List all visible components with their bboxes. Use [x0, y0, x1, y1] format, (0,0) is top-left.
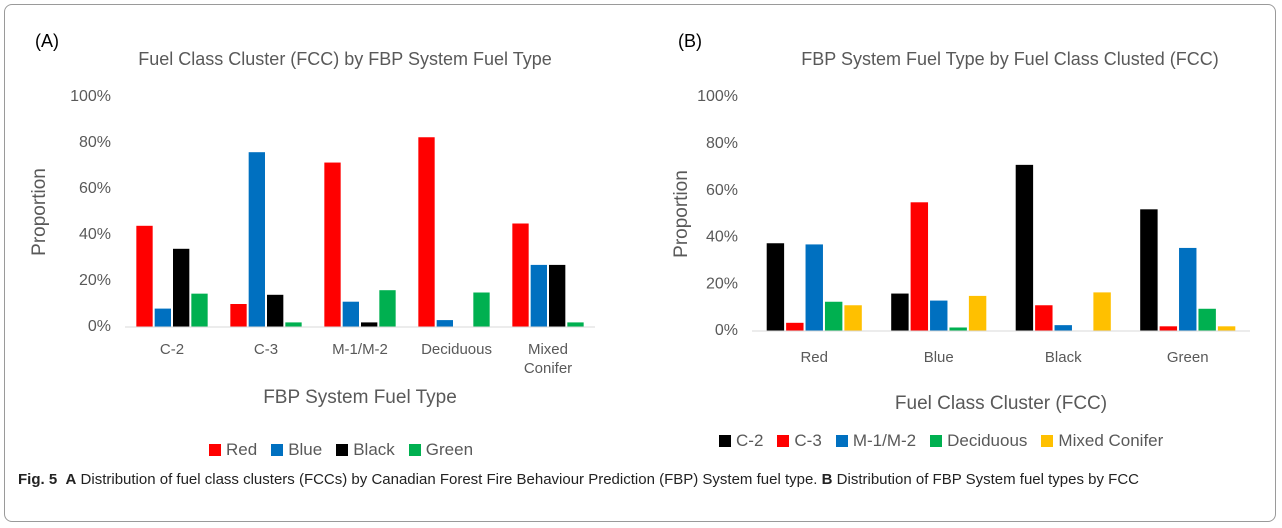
bar: [285, 322, 302, 327]
legend-swatch: [408, 444, 421, 456]
bar: [910, 202, 929, 331]
legend-swatch: [1041, 435, 1054, 447]
y-tick-label: 0%: [715, 322, 738, 339]
bar: [844, 305, 862, 331]
bar: [230, 304, 247, 327]
legend-swatch: [835, 435, 848, 447]
legend-swatch: [209, 444, 221, 456]
bar: [342, 301, 359, 327]
legend-label: Red: [226, 440, 258, 459]
y-axis-title: Proportion: [671, 170, 692, 258]
x-tick-label: Green: [1166, 349, 1209, 366]
y-tick-label: 100%: [70, 88, 111, 105]
bar: [891, 293, 909, 331]
bar: [248, 152, 265, 327]
bar: [361, 322, 378, 327]
bar: [930, 300, 948, 331]
bar: [1159, 326, 1178, 331]
y-tick-label: 0%: [88, 318, 111, 335]
bar: [1093, 292, 1111, 331]
caption-b-label: B: [821, 471, 833, 488]
caption-label: Fig. 5: [18, 471, 58, 488]
bar: [267, 294, 284, 327]
bar: [1035, 305, 1053, 331]
bar: [512, 223, 529, 327]
bar: [530, 264, 547, 327]
caption-a-label: A: [65, 471, 77, 488]
bar: [1179, 247, 1197, 331]
x-axis-title: Fuel Class Cluster (FCC): [895, 393, 1107, 414]
bar: [436, 320, 453, 327]
bar: [549, 264, 566, 327]
x-tick-label: C-2: [159, 341, 185, 358]
legend-label: Mixed Conifer: [1058, 431, 1164, 450]
legend-label: Blue: [288, 440, 323, 459]
legend-label: Green: [425, 440, 474, 459]
legend-label: Black: [353, 440, 395, 459]
y-tick-label: 20%: [706, 275, 738, 292]
bar: [949, 327, 967, 331]
legend-label: C-2: [736, 431, 764, 450]
x-axis-title: FBP System Fuel Type: [263, 387, 457, 408]
caption-a-text: Distribution of fuel class clusters (FCC…: [80, 471, 818, 488]
figure-frame: [4, 4, 1276, 522]
panel-label: (A): [35, 31, 59, 51]
bar: [1217, 326, 1236, 331]
chart-title: Fuel Class Cluster (FCC) by FBP System F…: [138, 49, 551, 69]
bar: [824, 301, 843, 331]
y-tick-label: 20%: [79, 272, 111, 289]
bar: [1015, 164, 1034, 331]
y-tick-label: 40%: [79, 226, 111, 243]
x-tick-label: Red: [800, 349, 828, 366]
legend-swatch: [930, 435, 943, 447]
legend: Red Blue Black Green: [195, 440, 473, 460]
legend-swatch: [777, 435, 790, 447]
y-tick-label: 60%: [79, 180, 111, 197]
y-tick-label: 80%: [706, 135, 738, 152]
bar: [1198, 308, 1216, 331]
caption-b-text: Distribution of FBP System fuel types by…: [836, 471, 1139, 488]
panel-label: (B): [678, 31, 702, 51]
legend-label: Deciduous: [947, 431, 1028, 450]
y-tick-label: 60%: [706, 182, 738, 199]
legend-swatch: [719, 435, 731, 447]
x-tick-label: Blue: [923, 349, 954, 366]
bar: [805, 244, 823, 331]
legend-label: M-1/M-2: [852, 431, 917, 450]
caption: Fig. 5 A Distribution of fuel class clus…: [18, 469, 1263, 491]
bar: [766, 243, 785, 331]
bar: [191, 293, 208, 327]
bar: [154, 308, 171, 327]
bar: [567, 322, 584, 327]
y-tick-label: 80%: [79, 134, 111, 151]
y-tick-label: 40%: [706, 229, 738, 246]
bar: [1054, 325, 1072, 331]
bar: [324, 162, 341, 327]
legend-swatch: [336, 444, 349, 456]
bar: [418, 137, 435, 327]
x-tick-label: Deciduous: [421, 341, 492, 358]
legend-swatch: [271, 444, 284, 456]
bar: [379, 290, 396, 327]
bar: [136, 225, 153, 327]
x-tick-label: M-1/M-2: [332, 341, 388, 358]
bar: [473, 292, 490, 327]
x-tick-label: Mixed Conifer: [523, 341, 573, 377]
bar: [173, 248, 190, 327]
bar: [1140, 209, 1158, 331]
x-tick-label: Black: [1044, 349, 1082, 366]
chart-title: FBP System Fuel Type by Fuel Class Clust…: [801, 49, 1218, 69]
bar: [786, 322, 804, 331]
legend-label: C-3: [794, 431, 822, 450]
legend: C-2 C-3 M-1/M-2 Deciduous Mixed Conifer: [705, 431, 1163, 451]
y-tick-label: 100%: [697, 88, 738, 105]
bar: [968, 295, 987, 331]
x-tick-label: C-3: [253, 341, 279, 358]
y-axis-title: Proportion: [29, 168, 50, 256]
